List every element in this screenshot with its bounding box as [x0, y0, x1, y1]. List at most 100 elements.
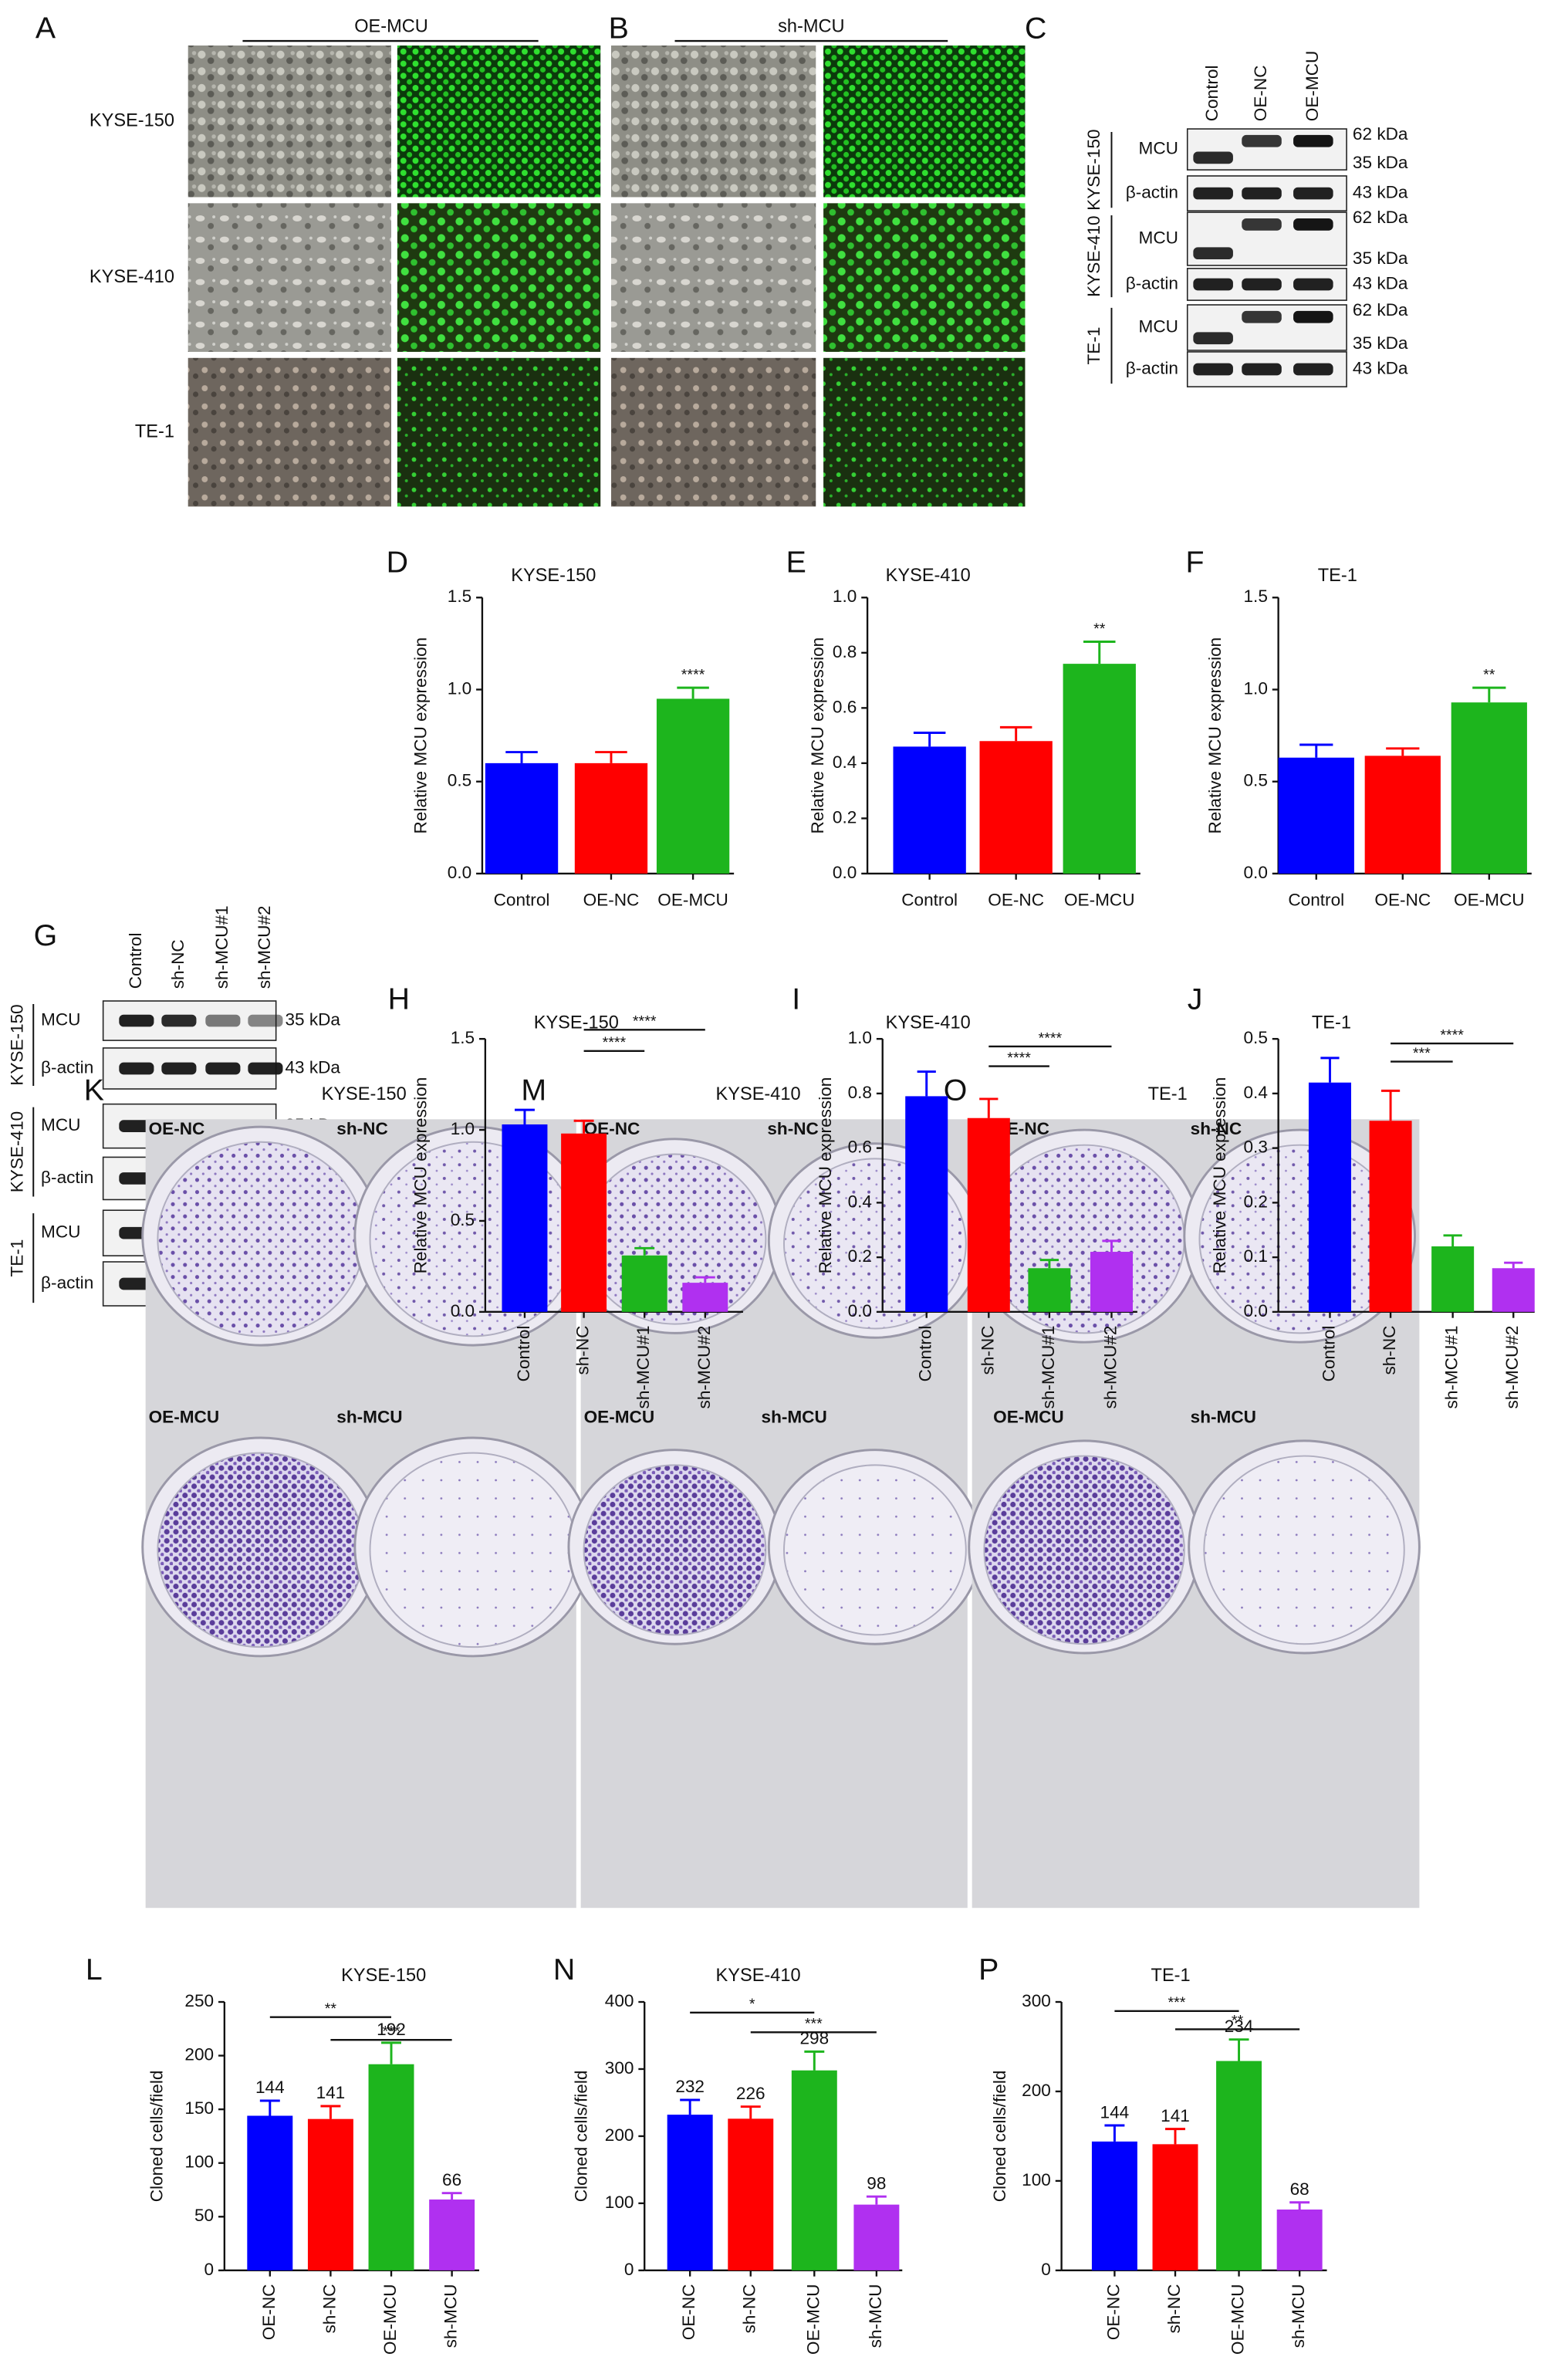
error-bar	[680, 2098, 701, 2115]
blot-band	[119, 1062, 154, 1075]
error-bar	[505, 751, 538, 763]
blot-band	[1293, 134, 1333, 147]
blot-band	[1193, 151, 1233, 164]
error-bar	[1165, 2128, 1185, 2145]
error-bar	[1102, 1239, 1121, 1253]
bar	[1063, 664, 1136, 874]
size-label: 35 kDa	[285, 1010, 340, 1030]
y-tick-label: 0.4	[833, 752, 857, 772]
x-tick-label: OE-MCU	[1228, 2284, 1248, 2355]
error-bar	[634, 1246, 655, 1256]
brightfield-image	[610, 45, 816, 198]
brightfield-image	[610, 203, 816, 352]
y-tick-label: 300	[1022, 1991, 1051, 2010]
blot-band	[1242, 218, 1282, 231]
blot-band	[1293, 218, 1333, 231]
panel-letter: A	[35, 12, 56, 46]
dish-label: sh-MCU	[1191, 1407, 1256, 1426]
size-label: 62 kDa	[1353, 208, 1408, 227]
error-bar	[381, 2041, 401, 2064]
error-bar	[1386, 747, 1420, 756]
y-tick-label: 1.5	[1243, 587, 1267, 606]
dish	[157, 1141, 365, 1337]
x-tick-label: sh-MCU#2	[694, 1326, 714, 1409]
blot-band	[1193, 332, 1233, 345]
size-label: 43 kDa	[285, 1057, 340, 1077]
y-tick-label: 0.2	[848, 1246, 872, 1266]
significance-label: ***	[805, 2016, 823, 2033]
brightfield-image	[188, 45, 392, 198]
blot-band	[1293, 278, 1333, 291]
dish	[157, 1452, 365, 1648]
bar	[728, 2118, 774, 2270]
x-tick-label: sh-MCU#1	[1039, 1326, 1058, 1409]
data-label: 141	[316, 2083, 346, 2102]
error-bar	[1443, 1234, 1462, 1246]
x-tick-label: sh-NC	[1164, 2284, 1184, 2334]
dish-label: OE-NC	[149, 1119, 205, 1138]
brightfield-image	[188, 203, 392, 352]
fluorescence-image	[397, 45, 601, 198]
y-tick-label: 0.5	[448, 771, 471, 790]
size-label: 43 kDa	[1353, 273, 1408, 292]
y-tick-label: 1.0	[1243, 678, 1267, 698]
y-tick-label: 0	[204, 2260, 215, 2279]
fluorescence-image	[823, 357, 1026, 507]
size-label: 43 kDa	[1353, 358, 1408, 377]
dish-label: sh-NC	[1191, 1119, 1242, 1138]
x-tick-label: Control	[514, 1326, 533, 1382]
cell-line-label: TE-1	[8, 1239, 27, 1277]
x-tick-label: sh-NC	[573, 1326, 593, 1375]
blot-band	[1293, 310, 1333, 323]
x-tick-label: sh-MCU#2	[1100, 1326, 1120, 1409]
y-tick-label: 400	[605, 1991, 634, 2010]
bar	[1028, 1268, 1071, 1312]
y-tick-label: 0.8	[848, 1083, 872, 1102]
panel-letter: H	[388, 982, 410, 1016]
size-label: 62 kDa	[1353, 124, 1408, 144]
blot-band	[248, 1014, 283, 1027]
bar	[502, 1124, 548, 1312]
bar	[656, 698, 730, 874]
bar	[1364, 756, 1441, 874]
error-bar	[1380, 1089, 1401, 1121]
significance-label: ****	[1007, 1050, 1031, 1067]
bar	[1369, 1121, 1412, 1312]
error-bar	[514, 1108, 535, 1124]
data-label: 66	[442, 2170, 461, 2189]
y-tick-label: 0	[624, 2260, 634, 2279]
dish-label: sh-NC	[336, 1119, 387, 1138]
lane-label: sh-MCU#2	[255, 905, 274, 989]
size-label: 35 kDa	[1353, 153, 1408, 172]
data-label: 141	[1161, 2106, 1190, 2125]
group-header: OE-MCU	[354, 16, 428, 36]
fluorescence-image	[397, 203, 601, 352]
x-tick-label: sh-MCU#2	[1502, 1326, 1522, 1409]
y-tick-label: 0.6	[848, 1138, 872, 1157]
panel-title: TE-1	[1148, 1084, 1188, 1104]
significance-label: **	[1093, 620, 1106, 637]
x-tick-label: Control	[1288, 890, 1344, 909]
bar	[1308, 1082, 1351, 1312]
blot-band	[1193, 247, 1233, 260]
y-tick-label: 0.1	[1243, 1246, 1267, 1266]
bar	[1492, 1268, 1535, 1312]
bar	[561, 1133, 607, 1312]
blot-band	[1193, 278, 1233, 291]
bar	[1091, 2141, 1137, 2270]
significance-label: ****	[1440, 1026, 1464, 1043]
bar	[621, 1255, 667, 1312]
y-tick-label: 0.0	[833, 863, 857, 882]
error-bar	[1289, 2201, 1310, 2210]
panel-title: KYSE-410	[716, 1084, 801, 1104]
data-label: 68	[1290, 2179, 1309, 2199]
y-axis-label: Relative MCU expression	[1210, 1077, 1229, 1274]
dish-label: sh-MCU	[762, 1407, 827, 1426]
y-tick-label: 0.5	[1243, 771, 1267, 790]
data-label: 144	[1100, 2102, 1130, 2122]
chart-title: KYSE-410	[716, 1965, 801, 1985]
x-tick-label: OE-NC	[1103, 2284, 1123, 2341]
y-axis-label: Relative MCU expression	[816, 1077, 835, 1274]
x-tick-label: OE-MCU	[1454, 890, 1525, 909]
y-tick-label: 1.0	[833, 587, 857, 606]
